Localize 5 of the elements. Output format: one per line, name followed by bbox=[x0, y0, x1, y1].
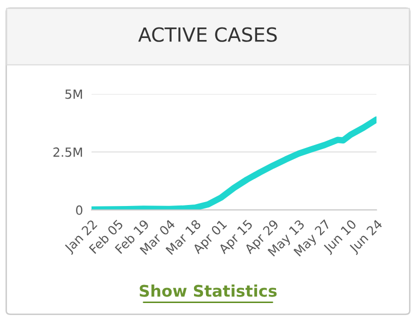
y-tick-label: 0 bbox=[76, 205, 82, 215]
text: Show Statistics bbox=[140, 284, 277, 297]
chart-title: ACTIVE CASES bbox=[138, 27, 277, 42]
y-tick-label: 5M bbox=[65, 90, 82, 99]
y-tick-label: 2.5M bbox=[53, 147, 82, 157]
